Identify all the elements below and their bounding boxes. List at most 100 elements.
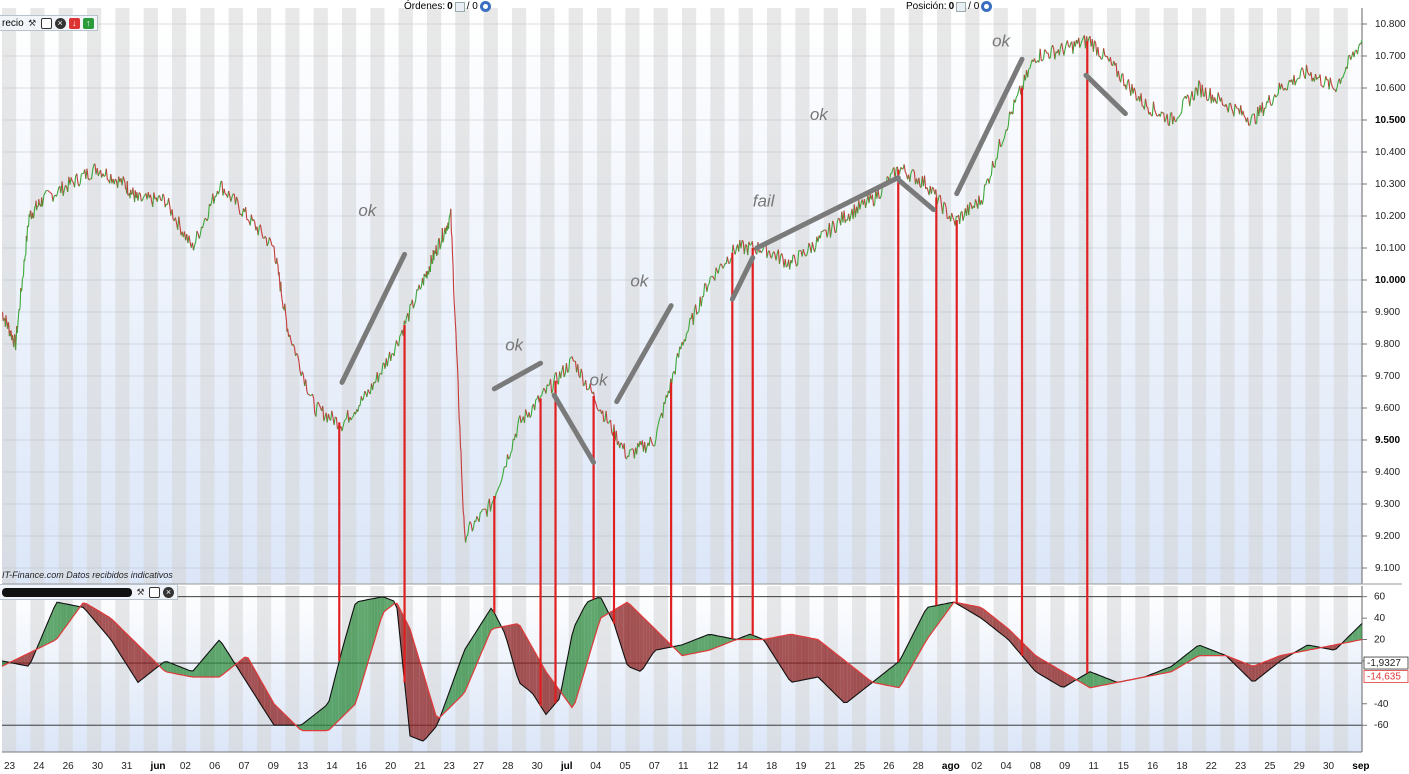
down-arrow-icon[interactable]: ↓: [68, 17, 80, 29]
indicator-fill: [801, 636, 806, 681]
price-candle: [509, 452, 512, 458]
price-candle: [877, 189, 880, 199]
price-candle: [1134, 91, 1138, 101]
orders-label: Órdenes:: [404, 1, 446, 12]
indicator-fill: [57, 602, 61, 639]
price-candle: [121, 176, 124, 186]
indicator-fill: [358, 600, 362, 696]
price-candle: [219, 181, 222, 191]
price-candle: [596, 407, 599, 411]
indicator-fill: [886, 669, 890, 686]
price-candle: [430, 254, 433, 260]
price-candle: [110, 173, 113, 184]
price-candle: [313, 398, 316, 414]
indicator-fill: [775, 636, 780, 665]
indicator-fill: [850, 665, 854, 700]
x-axis-label: 23: [4, 761, 16, 772]
price-candle: [1281, 83, 1284, 89]
price-candle: [1152, 101, 1156, 110]
price-candle: [1305, 64, 1309, 73]
price-candle: [707, 283, 710, 286]
price-candle: [1181, 99, 1184, 112]
annotation-label: ok: [810, 105, 829, 124]
price-candle: [1262, 107, 1266, 117]
price-candle: [284, 303, 286, 310]
price-candle: [292, 344, 295, 348]
price-candle: [223, 188, 226, 195]
price-candle: [423, 273, 425, 286]
close-icon[interactable]: ×: [54, 17, 66, 29]
indicator-fill: [1268, 659, 1272, 671]
indicator-fill: [416, 650, 420, 740]
price-candle: [270, 239, 273, 246]
wrench-icon[interactable]: ⚒: [28, 17, 37, 28]
price-tick-label: 9.500: [1375, 435, 1400, 446]
indicator-fill: [218, 640, 223, 678]
indicator-fill: [267, 692, 271, 721]
orders-gear-icon[interactable]: [479, 1, 491, 12]
indicator-fill: [665, 639, 670, 649]
x-axis-label: 24: [33, 761, 45, 772]
price-candle: [412, 304, 416, 309]
indicator-fill: [921, 611, 925, 649]
price-candle: [717, 267, 720, 274]
indicator-fill: [992, 616, 997, 630]
indicator-fill: [264, 686, 268, 716]
price-candle: [1117, 70, 1121, 79]
price-candle: [2, 319, 5, 322]
price-candle: [528, 412, 531, 418]
price-candle: [822, 229, 825, 233]
indicator-fill: [1067, 674, 1071, 686]
day-band: [285, 8, 300, 584]
wrench-icon[interactable]: ⚒: [136, 586, 145, 597]
price-candle: [264, 236, 267, 238]
price-candle: [732, 244, 735, 252]
close-icon[interactable]: ×: [163, 586, 174, 598]
position-gear-icon[interactable]: [981, 1, 993, 12]
indicator-fill: [656, 630, 660, 651]
position-list-icon[interactable]: [956, 1, 967, 12]
x-axis-label: 25: [854, 761, 866, 772]
price-candle: [712, 275, 715, 279]
price-candle: [207, 204, 210, 218]
price-candle: [682, 339, 685, 346]
day-band: [767, 586, 782, 752]
price-candle: [27, 225, 30, 228]
price-candle: [1039, 48, 1042, 61]
price-candle: [1275, 95, 1278, 98]
up-arrow-icon[interactable]: ↑: [82, 17, 94, 29]
indicator-fill: [18, 656, 22, 665]
price-candle: [42, 194, 45, 204]
price-candle: [741, 239, 744, 242]
day-band: [710, 8, 725, 584]
price-candle: [451, 253, 454, 267]
price-candle: [1016, 90, 1020, 96]
indicator-fill: [934, 605, 938, 629]
day-band: [1192, 8, 1207, 584]
indicator-fill: [1034, 654, 1039, 674]
price-candle: [140, 199, 143, 202]
price-candle: [900, 167, 903, 170]
indicator-fill: [432, 704, 436, 731]
price-candle: [1214, 97, 1217, 102]
price-candle: [1177, 115, 1180, 118]
price-candle: [343, 419, 346, 422]
price-candle: [455, 347, 458, 359]
price-candle: [1125, 82, 1128, 90]
x-axis-label: 18: [1176, 761, 1188, 772]
indicator-fill: [536, 654, 540, 705]
price-candle: [79, 173, 82, 184]
price-candle: [1207, 98, 1210, 102]
price-candle: [1356, 46, 1360, 55]
orders-list-icon[interactable]: [454, 1, 465, 12]
window-icon[interactable]: [40, 17, 52, 29]
price-candle: [1316, 77, 1319, 80]
price-candle: [619, 442, 622, 449]
indicator-fill: [173, 664, 177, 674]
price-candle: [879, 194, 882, 199]
window-icon[interactable]: [149, 586, 160, 598]
indicator-fill: [1358, 623, 1362, 641]
indicator-fill: [448, 684, 453, 709]
